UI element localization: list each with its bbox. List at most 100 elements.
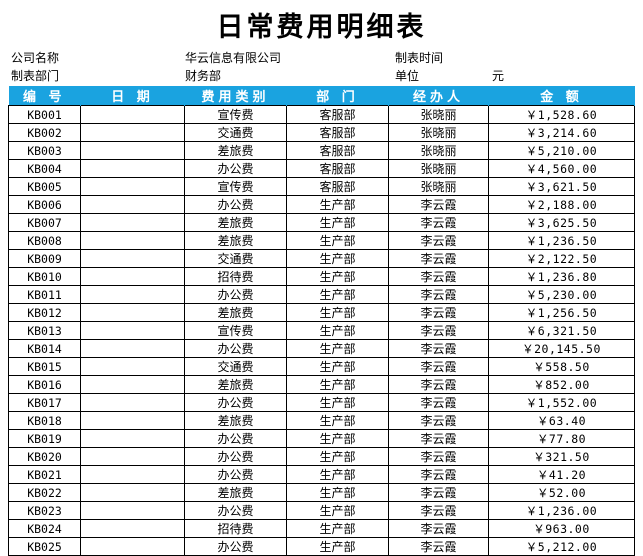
- cell-category[interactable]: 交通费: [184, 123, 287, 142]
- cell-category[interactable]: 交通费: [184, 357, 287, 376]
- cell-amount[interactable]: ￥20,145.50: [488, 339, 635, 358]
- cell-amount[interactable]: ￥5,212.00: [488, 537, 635, 556]
- cell-category[interactable]: 差旅费: [184, 375, 287, 394]
- cell-department[interactable]: 生产部: [286, 357, 389, 376]
- cell-handler[interactable]: 李云霞: [388, 465, 489, 484]
- cell-category[interactable]: 办公费: [184, 195, 287, 214]
- cell-department[interactable]: 生产部: [286, 429, 389, 448]
- cell-date[interactable]: [80, 231, 185, 250]
- header-amount[interactable]: 金 额: [488, 86, 635, 106]
- cell-department[interactable]: 生产部: [286, 267, 389, 286]
- cell-amount[interactable]: ￥3,214.60: [488, 123, 635, 142]
- cell-date[interactable]: [80, 357, 185, 376]
- cell-date[interactable]: [80, 195, 185, 214]
- cell-code[interactable]: KB013: [8, 321, 81, 340]
- cell-amount[interactable]: ￥1,236.00: [488, 501, 635, 520]
- cell-department[interactable]: 生产部: [286, 213, 389, 232]
- cell-handler[interactable]: 张晓丽: [388, 105, 489, 124]
- cell-department[interactable]: 客服部: [286, 177, 389, 196]
- cell-amount[interactable]: ￥77.80: [488, 429, 635, 448]
- cell-handler[interactable]: 李云霞: [388, 501, 489, 520]
- cell-code[interactable]: KB011: [8, 285, 81, 304]
- cell-amount[interactable]: ￥41.20: [488, 465, 635, 484]
- cell-department[interactable]: 客服部: [286, 141, 389, 160]
- cell-date[interactable]: [80, 447, 185, 466]
- cell-handler[interactable]: 李云霞: [388, 339, 489, 358]
- cell-date[interactable]: [80, 321, 185, 340]
- cell-handler[interactable]: 李云霞: [388, 195, 489, 214]
- cell-category[interactable]: 办公费: [184, 393, 287, 412]
- header-date[interactable]: 日 期: [80, 86, 185, 106]
- cell-department[interactable]: 生产部: [286, 339, 389, 358]
- cell-date[interactable]: [80, 159, 185, 178]
- cell-date[interactable]: [80, 213, 185, 232]
- cell-date[interactable]: [80, 177, 185, 196]
- cell-amount[interactable]: ￥3,621.50: [488, 177, 635, 196]
- cell-amount[interactable]: ￥52.00: [488, 483, 635, 502]
- cell-handler[interactable]: 李云霞: [388, 447, 489, 466]
- cell-amount[interactable]: ￥3,625.50: [488, 213, 635, 232]
- cell-date[interactable]: [80, 537, 185, 556]
- cell-department[interactable]: 生产部: [286, 195, 389, 214]
- cell-code[interactable]: KB022: [8, 483, 81, 502]
- cell-amount[interactable]: ￥1,256.50: [488, 303, 635, 322]
- cell-department[interactable]: 生产部: [286, 285, 389, 304]
- cell-category[interactable]: 差旅费: [184, 303, 287, 322]
- cell-handler[interactable]: 李云霞: [388, 303, 489, 322]
- cell-handler[interactable]: 李云霞: [388, 357, 489, 376]
- cell-date[interactable]: [80, 285, 185, 304]
- cell-code[interactable]: KB018: [8, 411, 81, 430]
- cell-code[interactable]: KB017: [8, 393, 81, 412]
- cell-category[interactable]: 办公费: [184, 159, 287, 178]
- cell-code[interactable]: KB025: [8, 537, 81, 556]
- cell-code[interactable]: KB021: [8, 465, 81, 484]
- cell-date[interactable]: [80, 465, 185, 484]
- cell-date[interactable]: [80, 303, 185, 322]
- cell-amount[interactable]: ￥2,188.00: [488, 195, 635, 214]
- cell-category[interactable]: 差旅费: [184, 213, 287, 232]
- cell-department[interactable]: 生产部: [286, 231, 389, 250]
- cell-category[interactable]: 宣传费: [184, 321, 287, 340]
- cell-code[interactable]: KB014: [8, 339, 81, 358]
- cell-handler[interactable]: 李云霞: [388, 393, 489, 412]
- cell-code[interactable]: KB001: [8, 105, 81, 124]
- cell-amount[interactable]: ￥1,236.80: [488, 267, 635, 286]
- header-category[interactable]: 费用类别: [184, 86, 287, 106]
- cell-handler[interactable]: 李云霞: [388, 249, 489, 268]
- cell-department[interactable]: 生产部: [286, 465, 389, 484]
- cell-handler[interactable]: 李云霞: [388, 411, 489, 430]
- cell-handler[interactable]: 张晓丽: [388, 177, 489, 196]
- cell-category[interactable]: 办公费: [184, 501, 287, 520]
- cell-category[interactable]: 差旅费: [184, 141, 287, 160]
- cell-code[interactable]: KB007: [8, 213, 81, 232]
- cell-date[interactable]: [80, 393, 185, 412]
- cell-handler[interactable]: 李云霞: [388, 375, 489, 394]
- cell-handler[interactable]: 李云霞: [388, 429, 489, 448]
- cell-date[interactable]: [80, 375, 185, 394]
- cell-amount[interactable]: ￥63.40: [488, 411, 635, 430]
- cell-department[interactable]: 生产部: [286, 321, 389, 340]
- cell-code[interactable]: KB015: [8, 357, 81, 376]
- cell-code[interactable]: KB019: [8, 429, 81, 448]
- cell-category[interactable]: 办公费: [184, 429, 287, 448]
- cell-handler[interactable]: 李云霞: [388, 285, 489, 304]
- unit-value[interactable]: 元: [492, 69, 505, 83]
- cell-date[interactable]: [80, 519, 185, 538]
- cell-category[interactable]: 办公费: [184, 447, 287, 466]
- cell-category[interactable]: 招待费: [184, 267, 287, 286]
- cell-amount[interactable]: ￥963.00: [488, 519, 635, 538]
- cell-amount[interactable]: ￥321.50: [488, 447, 635, 466]
- cell-category[interactable]: 宣传费: [184, 105, 287, 124]
- cell-handler[interactable]: 张晓丽: [388, 141, 489, 160]
- cell-date[interactable]: [80, 411, 185, 430]
- cell-amount[interactable]: ￥5,210.00: [488, 141, 635, 160]
- cell-department[interactable]: 生产部: [286, 519, 389, 538]
- cell-department[interactable]: 生产部: [286, 375, 389, 394]
- cell-handler[interactable]: 张晓丽: [388, 123, 489, 142]
- header-handler[interactable]: 经办人: [388, 86, 489, 106]
- cell-category[interactable]: 差旅费: [184, 231, 287, 250]
- cell-amount[interactable]: ￥1,552.00: [488, 393, 635, 412]
- cell-amount[interactable]: ￥2,122.50: [488, 249, 635, 268]
- cell-code[interactable]: KB016: [8, 375, 81, 394]
- cell-department[interactable]: 客服部: [286, 159, 389, 178]
